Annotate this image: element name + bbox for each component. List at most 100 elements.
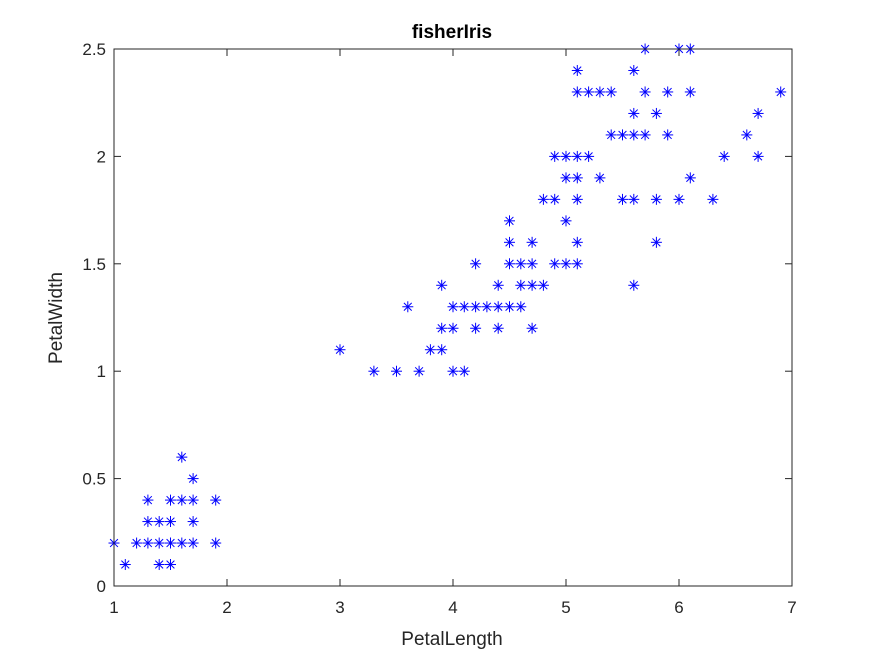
data-point <box>673 193 685 205</box>
data-point <box>662 86 674 98</box>
data-point <box>165 537 176 549</box>
data-point <box>504 258 515 270</box>
data-point <box>210 494 222 506</box>
data-point <box>560 172 572 184</box>
y-axis-label: PetalWidth <box>46 272 67 364</box>
data-point <box>650 107 662 119</box>
data-point <box>662 129 674 141</box>
data-point <box>583 150 595 162</box>
data-point <box>526 236 538 248</box>
data-point <box>458 301 470 313</box>
data-point <box>605 86 617 98</box>
data-point <box>436 279 448 291</box>
data-point <box>402 301 414 313</box>
x-axis-label: PetalLength <box>401 629 502 650</box>
data-point <box>571 258 583 270</box>
data-point <box>119 559 131 571</box>
data-point <box>639 129 651 141</box>
data-point <box>176 451 188 463</box>
y-tick-label: 0 <box>97 577 106 596</box>
data-point <box>628 129 640 141</box>
data-point <box>165 559 176 571</box>
data-point <box>492 301 504 313</box>
data-point <box>492 279 504 291</box>
data-point <box>571 64 583 76</box>
data-point <box>424 344 436 356</box>
data-point <box>187 494 199 506</box>
data-point <box>458 365 470 377</box>
data-point <box>447 322 459 334</box>
data-point <box>549 193 561 205</box>
data-point <box>504 215 515 227</box>
data-point <box>142 537 154 549</box>
data-point <box>210 537 222 549</box>
data-point <box>571 86 583 98</box>
plot-area <box>114 49 792 586</box>
y-tick-label: 2 <box>97 147 106 166</box>
data-point <box>650 236 662 248</box>
y-tick-label: 1 <box>97 362 106 381</box>
data-point <box>628 64 640 76</box>
data-point <box>526 279 538 291</box>
data-point <box>131 537 143 549</box>
data-point <box>526 322 538 334</box>
data-point <box>413 365 425 377</box>
data-point <box>571 236 583 248</box>
data-point <box>481 301 493 313</box>
data-point <box>684 172 696 184</box>
data-point <box>515 258 527 270</box>
data-point <box>752 150 764 162</box>
data-point <box>142 494 154 506</box>
data-point <box>605 129 617 141</box>
data-point <box>515 279 527 291</box>
data-point <box>447 365 459 377</box>
data-point <box>537 193 549 205</box>
data-point <box>153 559 165 571</box>
data-point <box>187 473 199 485</box>
data-point <box>515 301 527 313</box>
data-point <box>187 537 199 549</box>
plot-background <box>114 49 792 586</box>
data-point <box>594 172 606 184</box>
data-point <box>142 516 154 528</box>
chart-title: fisherIris <box>412 22 492 43</box>
x-tick-label: 6 <box>674 598 683 617</box>
data-point <box>447 301 459 313</box>
data-point <box>617 193 628 205</box>
data-point <box>628 107 640 119</box>
data-point <box>752 107 764 119</box>
data-point <box>504 301 515 313</box>
data-point <box>560 258 572 270</box>
data-markers <box>108 43 787 571</box>
data-point <box>571 193 583 205</box>
ticks: 1 2 3 4 5 6 7 0 0.5 1 1.5 2 2.5 <box>82 40 796 617</box>
data-point <box>504 236 515 248</box>
data-point <box>617 129 628 141</box>
data-point <box>718 150 730 162</box>
data-point <box>594 86 606 98</box>
data-point <box>571 150 583 162</box>
data-point <box>470 258 482 270</box>
data-point <box>549 258 561 270</box>
x-tick-label: 2 <box>222 598 231 617</box>
y-tick-label: 0.5 <box>82 470 106 489</box>
data-point <box>571 172 583 184</box>
data-point <box>153 537 165 549</box>
x-tick-label: 1 <box>109 598 118 617</box>
data-point <box>153 516 165 528</box>
data-point <box>187 516 199 528</box>
data-point <box>165 516 176 528</box>
y-tick-label: 1.5 <box>82 255 106 274</box>
data-point <box>583 86 595 98</box>
data-point <box>436 322 448 334</box>
data-point <box>526 258 538 270</box>
data-point <box>549 150 561 162</box>
data-point <box>775 86 787 98</box>
data-point <box>176 494 188 506</box>
data-point <box>639 86 651 98</box>
data-point <box>537 279 549 291</box>
y-tick-label: 2.5 <box>82 40 106 59</box>
data-point <box>165 494 176 506</box>
